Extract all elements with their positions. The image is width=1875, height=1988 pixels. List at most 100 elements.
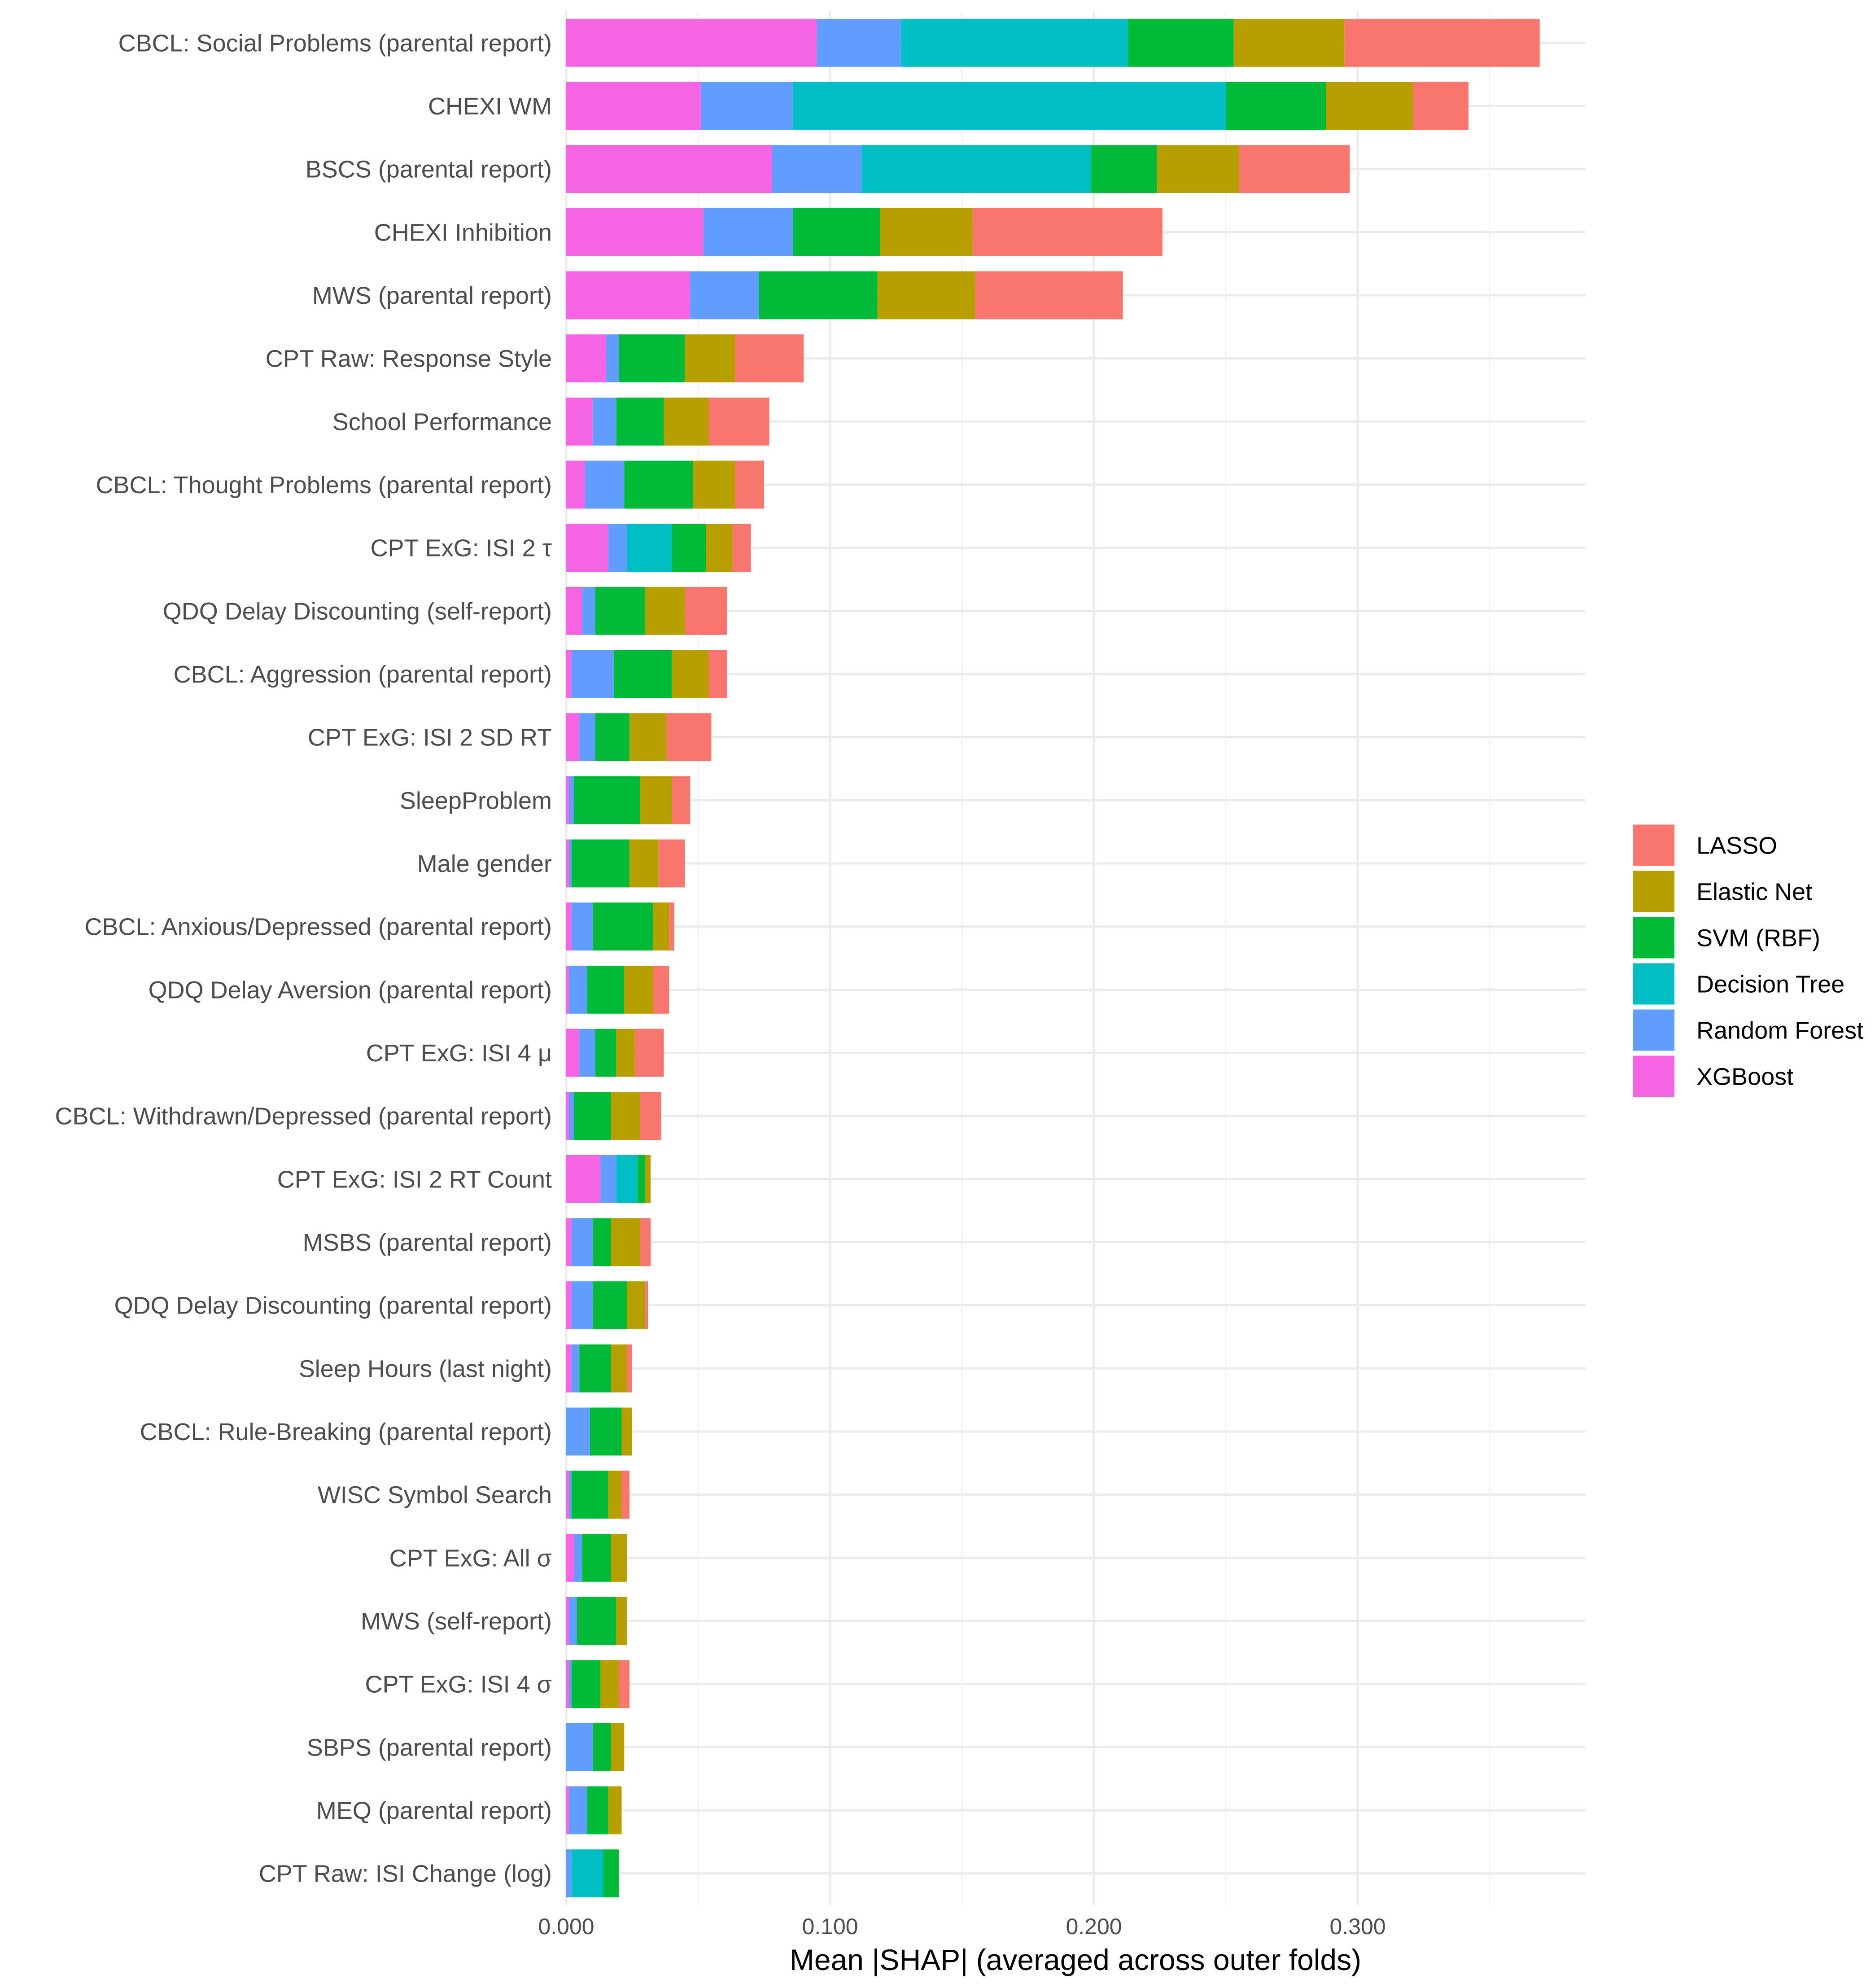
bar-svm-rbf-16 — [595, 1029, 616, 1077]
bar-xgboost-4 — [566, 271, 691, 320]
bar-xgboost-16 — [566, 1029, 580, 1077]
bar-svm-rbf-9 — [595, 587, 646, 635]
bar-random-forest-29 — [566, 1849, 572, 1898]
bar-random-forest-16 — [579, 1029, 595, 1077]
legend-swatch-lasso — [1633, 824, 1674, 866]
bar-decision-tree-1 — [793, 82, 1226, 130]
bar-elastic-net-14 — [653, 902, 669, 951]
x-tick-label-2: 0.200 — [1066, 1914, 1122, 1939]
bar-svm-rbf-29 — [603, 1849, 619, 1898]
category-label-1: CHEXI WM — [428, 93, 552, 120]
category-label-24: CPT ExG: All σ — [389, 1545, 552, 1572]
bar-xgboost-24 — [566, 1533, 574, 1582]
x-axis-title: Mean |SHAP| (averaged across outer folds… — [790, 1943, 1361, 1976]
bar-elastic-net-25 — [616, 1597, 627, 1645]
bar-lasso-3 — [972, 208, 1163, 256]
bar-svm-rbf-24 — [582, 1533, 611, 1582]
bar-random-forest-5 — [606, 334, 619, 383]
bar-decision-tree-2 — [861, 145, 1092, 193]
bar-lasso-23 — [621, 1471, 630, 1519]
bar-svm-rbf-25 — [577, 1597, 616, 1645]
category-label-5: CPT Raw: Response Style — [266, 346, 552, 372]
bar-elastic-net-1 — [1326, 82, 1413, 130]
bar-elastic-net-23 — [608, 1471, 622, 1519]
bar-xgboost-23 — [566, 1471, 569, 1519]
bars-group — [566, 18, 1540, 1898]
bar-random-forest-20 — [571, 1281, 593, 1330]
bar-xgboost-15 — [566, 965, 569, 1014]
bar-random-forest-14 — [571, 902, 593, 951]
bar-svm-rbf-19 — [592, 1218, 611, 1266]
bar-svm-rbf-11 — [595, 713, 630, 762]
bar-lasso-4 — [975, 271, 1123, 320]
category-label-4: MWS (parental report) — [312, 282, 552, 309]
bar-svm-rbf-15 — [587, 965, 625, 1014]
bar-xgboost-14 — [566, 902, 572, 951]
bar-xgboost-17 — [566, 1092, 569, 1140]
legend-swatch-xgboost — [1633, 1055, 1674, 1097]
bar-svm-rbf-27 — [592, 1723, 611, 1771]
bar-lasso-8 — [732, 524, 751, 572]
bar-elastic-net-15 — [624, 965, 654, 1014]
bar-random-forest-9 — [582, 587, 595, 635]
bar-xgboost-8 — [566, 524, 609, 572]
bar-lasso-5 — [735, 334, 804, 383]
legend-swatch-svm-rbf — [1633, 917, 1674, 959]
category-label-11: CPT ExG: ISI 2 SD RT — [308, 724, 552, 751]
legend-label-svm-rbf: SVM (RBF) — [1696, 925, 1820, 952]
bar-svm-rbf-22 — [590, 1407, 622, 1456]
bar-xgboost-28 — [566, 1786, 569, 1835]
legend-label-xgboost: XGBoost — [1696, 1064, 1793, 1090]
bar-svm-rbf-6 — [616, 397, 664, 446]
bar-random-forest-17 — [568, 1092, 574, 1140]
bar-random-forest-6 — [592, 397, 616, 446]
bar-lasso-21 — [627, 1344, 632, 1392]
bar-elastic-net-8 — [706, 524, 733, 572]
x-tick-label-0: 0.000 — [538, 1914, 594, 1939]
bar-decision-tree-18 — [616, 1155, 638, 1203]
bar-xgboost-2 — [566, 145, 772, 193]
category-label-27: SBPS (parental report) — [307, 1734, 552, 1761]
bar-xgboost-0 — [566, 18, 817, 67]
bar-lasso-14 — [669, 902, 675, 951]
bar-elastic-net-22 — [621, 1407, 632, 1456]
bar-elastic-net-24 — [611, 1533, 627, 1582]
bar-random-forest-3 — [703, 208, 793, 256]
bar-decision-tree-8 — [627, 524, 672, 572]
bar-xgboost-10 — [566, 650, 572, 698]
bar-svm-rbf-8 — [672, 524, 706, 572]
bar-elastic-net-0 — [1233, 18, 1345, 67]
legend-label-random-forest: Random Forest — [1696, 1017, 1863, 1044]
bar-lasso-12 — [672, 776, 691, 824]
bar-xgboost-18 — [566, 1155, 601, 1203]
bar-svm-rbf-13 — [571, 839, 630, 888]
bar-xgboost-21 — [566, 1344, 572, 1392]
bar-random-forest-7 — [585, 460, 625, 509]
bar-random-forest-0 — [817, 18, 901, 67]
bar-decision-tree-29 — [571, 1849, 603, 1898]
bar-lasso-16 — [634, 1029, 664, 1077]
bar-random-forest-1 — [700, 82, 793, 130]
bar-lasso-13 — [658, 839, 685, 888]
bar-lasso-1 — [1413, 82, 1469, 130]
bar-svm-rbf-5 — [619, 334, 685, 383]
category-label-10: CBCL: Aggression (parental report) — [174, 661, 552, 688]
bar-random-forest-13 — [568, 839, 572, 888]
bar-xgboost-13 — [566, 839, 569, 888]
legend-swatch-decision-tree — [1633, 963, 1674, 1005]
category-label-8: CPT ExG: ISI 2 τ — [371, 535, 552, 562]
bar-svm-rbf-20 — [592, 1281, 627, 1330]
bar-elastic-net-28 — [608, 1786, 622, 1835]
bar-svm-rbf-12 — [574, 776, 640, 824]
category-labels: CBCL: Social Problems (parental report) C… — [55, 30, 552, 1887]
bar-lasso-19 — [640, 1218, 651, 1266]
category-label-2: BSCS (parental report) — [306, 156, 552, 183]
bar-lasso-0 — [1344, 18, 1540, 67]
bar-svm-rbf-7 — [624, 460, 693, 509]
legend: LASSO Elastic Net SVM (RBF) Decision Tree Ra… — [1633, 824, 1863, 1097]
bar-elastic-net-18 — [645, 1155, 651, 1203]
bar-xgboost-5 — [566, 334, 606, 383]
category-label-21: Sleep Hours (last night) — [299, 1355, 552, 1382]
bar-random-forest-2 — [772, 145, 862, 193]
